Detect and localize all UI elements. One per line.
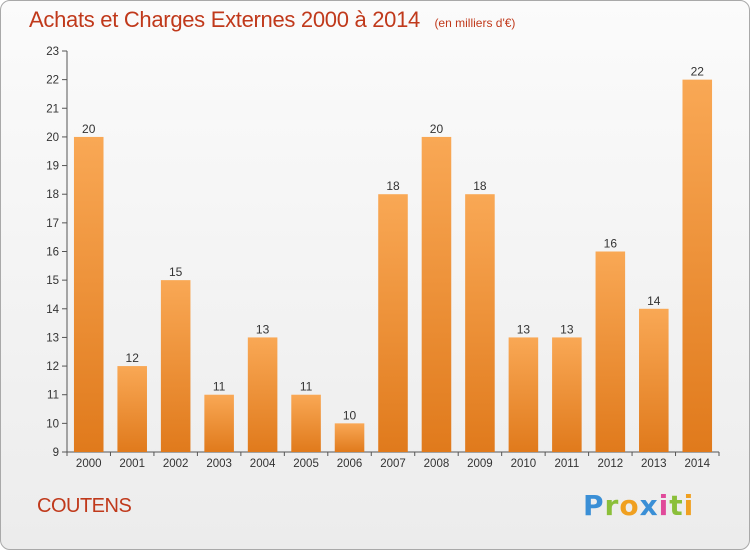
y-tick-label: 21 <box>46 103 59 115</box>
x-tick-label: 2001 <box>119 458 145 470</box>
bar <box>465 194 495 452</box>
logo-letter: x <box>639 489 659 522</box>
data-label: 18 <box>473 179 487 193</box>
y-tick-label: 23 <box>46 46 59 58</box>
bar <box>552 337 582 452</box>
y-tick-label: 13 <box>46 332 59 344</box>
bar <box>334 423 365 452</box>
data-label: 15 <box>169 265 183 279</box>
y-tick-label: 9 <box>53 447 59 459</box>
bar <box>508 337 539 452</box>
data-label: 13 <box>517 322 531 336</box>
commune-name: COUTENS <box>37 495 132 517</box>
title-block: Achats et Charges Externes 2000 à 2014 (… <box>29 7 515 33</box>
y-tick-label: 11 <box>47 390 59 402</box>
data-label: 22 <box>691 65 705 79</box>
bar <box>595 251 626 452</box>
y-tick-label: 16 <box>46 247 59 259</box>
data-label: 13 <box>256 322 270 336</box>
x-tick-label: 2014 <box>684 458 710 470</box>
x-tick-label: 2010 <box>511 458 537 470</box>
y-tick-label: 14 <box>46 304 59 316</box>
bar <box>204 394 234 452</box>
x-tick-label: 2005 <box>293 458 319 470</box>
data-label: 20 <box>430 122 444 136</box>
bar <box>73 136 104 452</box>
x-tick-label: 2009 <box>467 458 493 470</box>
y-tick-label: 15 <box>46 275 59 287</box>
bar <box>160 280 191 452</box>
logo-letter: o <box>619 489 640 522</box>
bar <box>291 394 321 452</box>
logo-letter: i <box>683 489 695 522</box>
x-tick-label: 2006 <box>337 458 363 470</box>
x-tick-label: 2007 <box>380 458 406 470</box>
data-label: 14 <box>647 294 661 308</box>
x-tick-label: 2003 <box>206 458 232 470</box>
bar <box>682 79 713 453</box>
proxiti-logo: Proxiti <box>583 489 694 522</box>
chart-subtitle: (en milliers d'€) <box>434 16 516 30</box>
x-tick-label: 2013 <box>641 458 667 470</box>
data-label: 13 <box>560 322 574 336</box>
data-label: 12 <box>126 351 140 365</box>
x-tick-label: 2000 <box>76 458 102 470</box>
y-tick-label: 12 <box>46 361 59 373</box>
logo-letter: P <box>583 489 605 522</box>
y-tick-label: 10 <box>46 418 59 430</box>
logo-letter: i <box>658 489 670 522</box>
chart-title: Achats et Charges Externes 2000 à 2014 <box>29 7 420 32</box>
bar <box>421 136 452 452</box>
data-label: 18 <box>386 179 400 193</box>
data-label: 16 <box>604 237 618 251</box>
y-tick-label: 17 <box>46 218 59 230</box>
logo-letter: t <box>669 489 684 522</box>
data-label: 11 <box>300 380 313 394</box>
bar <box>639 308 669 452</box>
data-label: 11 <box>213 380 226 394</box>
y-tick-label: 18 <box>46 189 59 201</box>
y-tick-label: 19 <box>46 161 59 173</box>
x-tick-label: 2011 <box>554 458 579 470</box>
x-tick-label: 2012 <box>598 458 624 470</box>
data-label: 10 <box>343 408 357 422</box>
data-label: 20 <box>82 122 96 136</box>
x-tick-label: 2002 <box>163 458 189 470</box>
bar <box>378 194 408 452</box>
y-tick-label: 22 <box>46 75 59 87</box>
x-tick-label: 2008 <box>424 458 450 470</box>
x-tick-label: 2004 <box>250 458 276 470</box>
y-tick-label: 20 <box>46 132 59 144</box>
bar <box>117 366 147 452</box>
logo-letter: r <box>604 489 620 522</box>
bar <box>247 337 278 452</box>
